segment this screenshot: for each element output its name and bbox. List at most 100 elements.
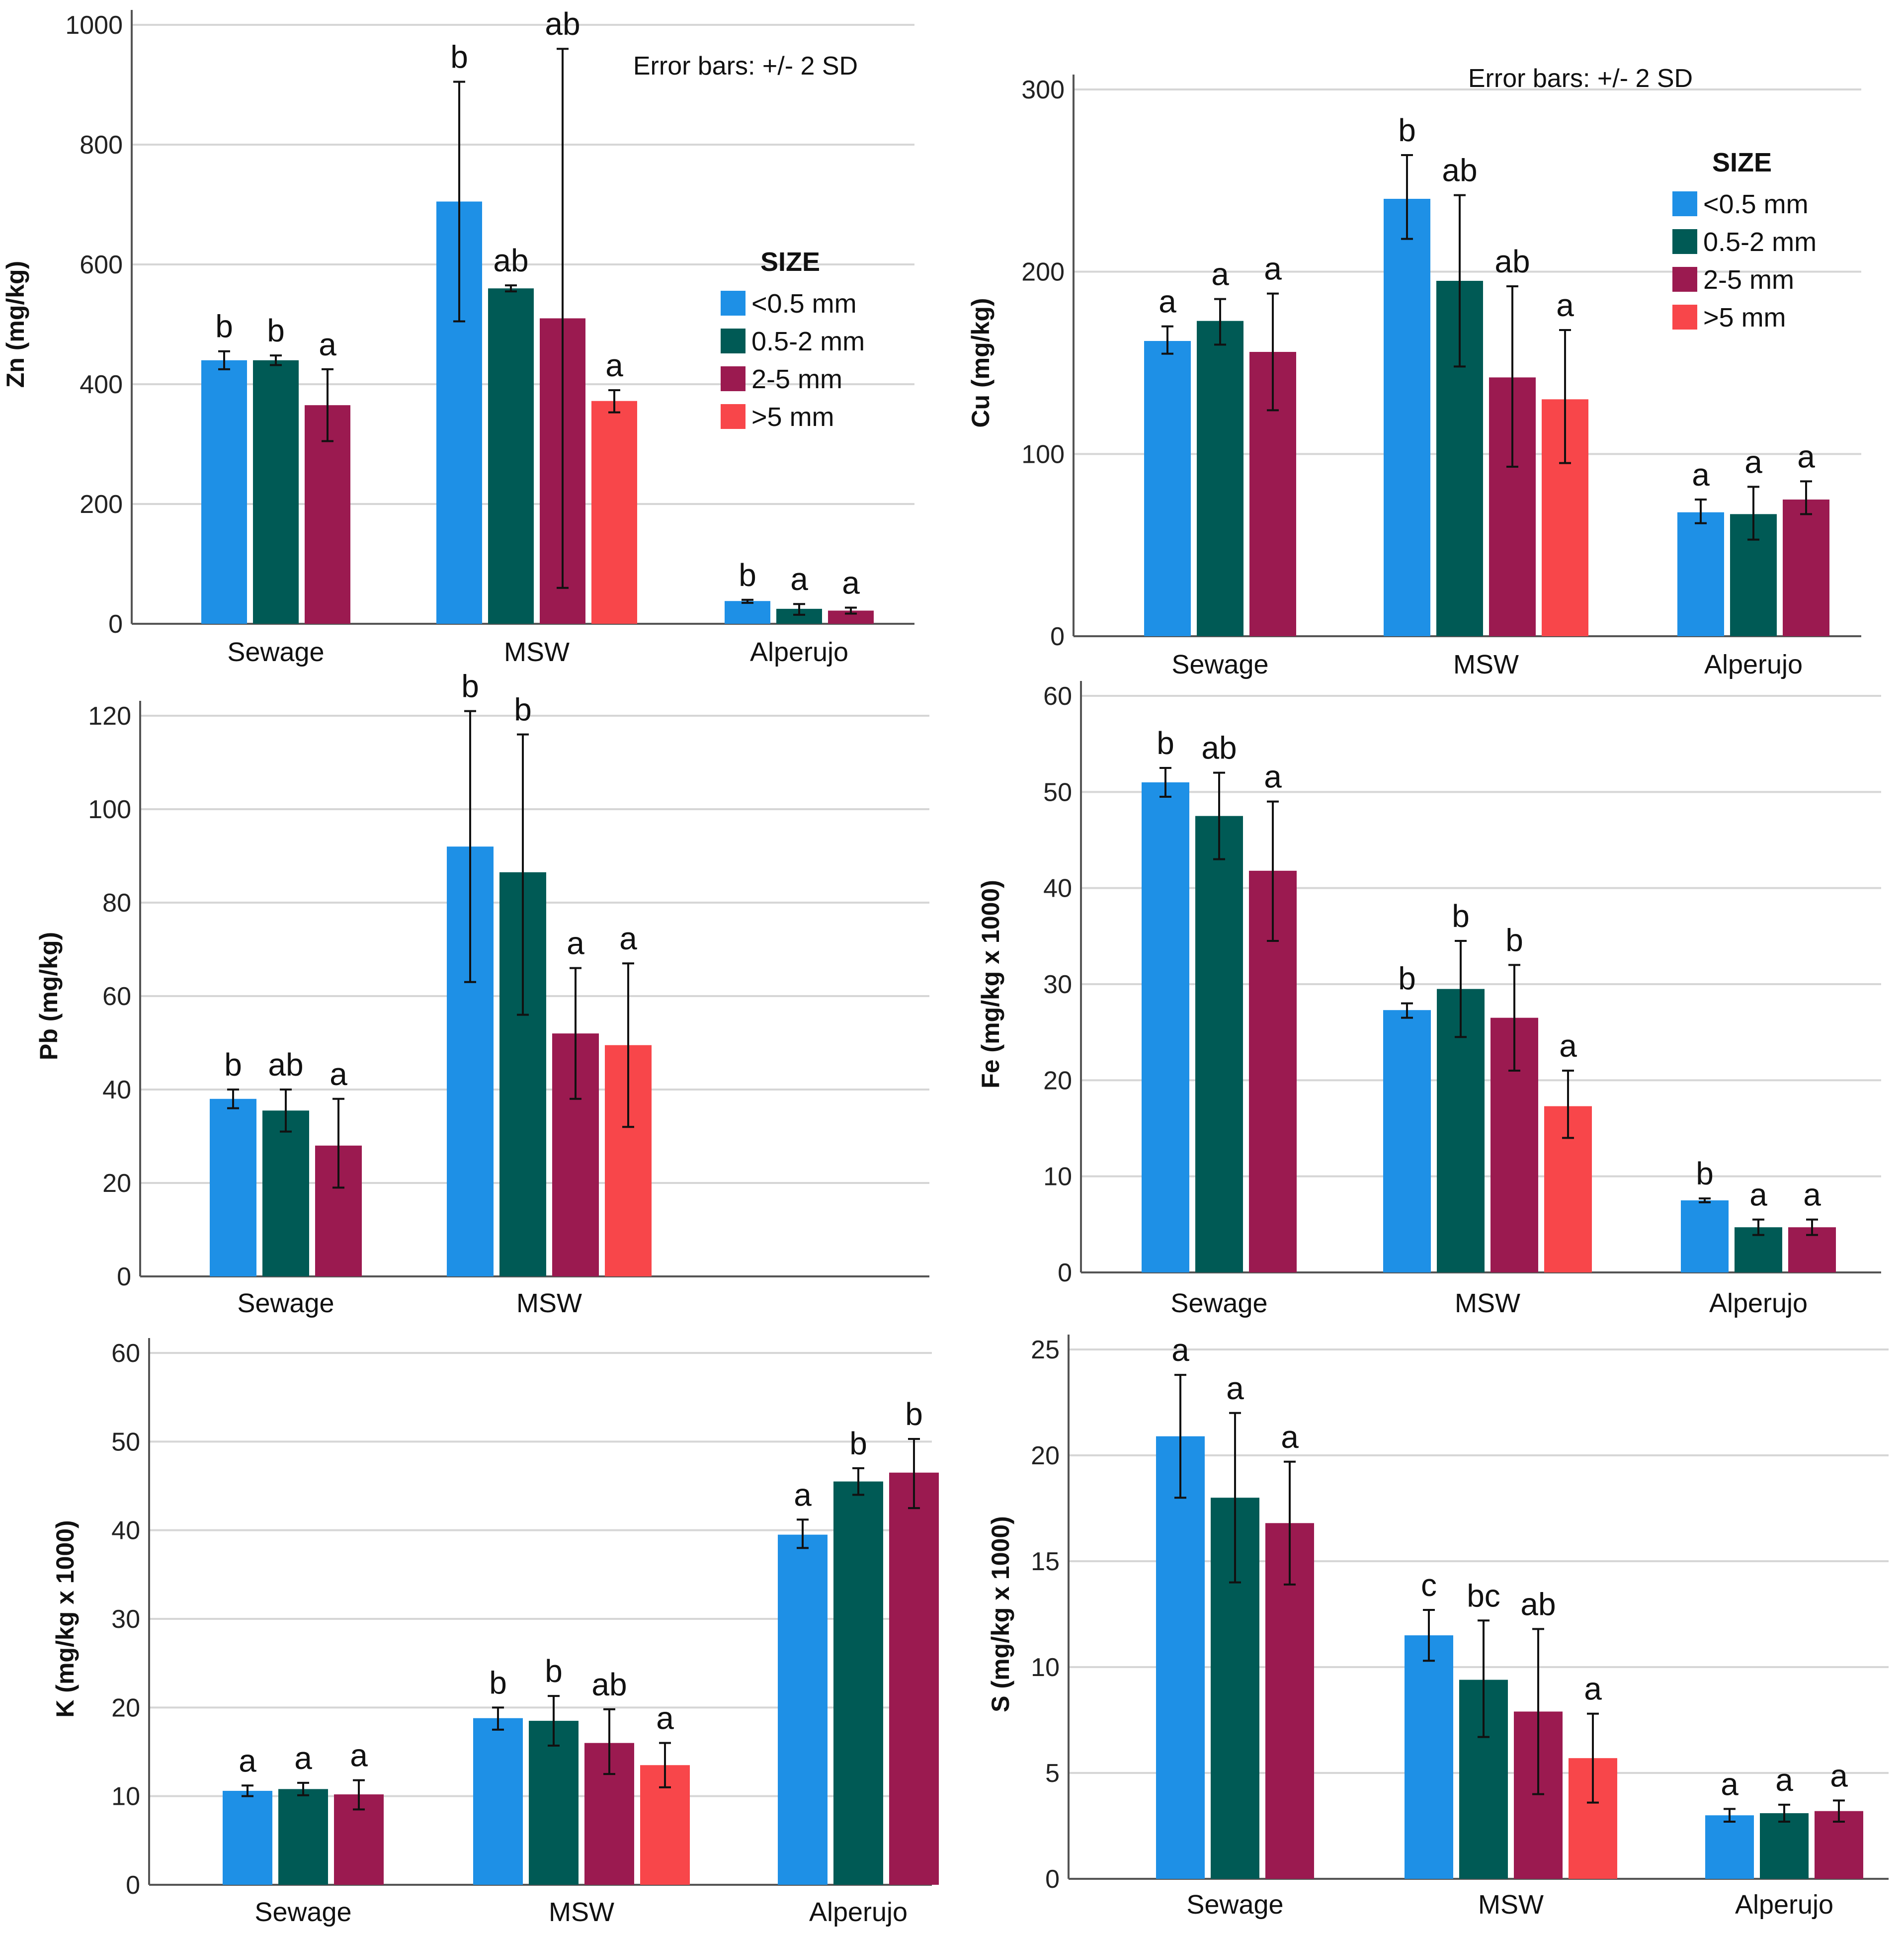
significance-letter: ab	[591, 1667, 627, 1702]
significance-letter: a	[1211, 256, 1229, 292]
bar	[1783, 500, 1829, 636]
significance-letter: b	[1157, 725, 1174, 761]
y-tick-label: 80	[102, 889, 131, 918]
category-label: Sewage	[254, 1897, 351, 1927]
bar	[1197, 321, 1243, 636]
y-tick-label: 20	[1043, 1066, 1072, 1095]
category-label: Sewage	[1170, 1288, 1267, 1318]
significance-letter: b	[1398, 112, 1416, 148]
y-tick-label: 30	[1043, 970, 1072, 999]
legend-swatch	[1672, 229, 1697, 254]
significance-letter: a	[1264, 759, 1282, 795]
error-bars-note: Error bars: +/- 2 SD	[1468, 64, 1693, 93]
category-label: Alperujo	[750, 637, 848, 667]
bar	[210, 1098, 256, 1276]
legend-title: SIZE	[1712, 148, 1772, 177]
y-tick-label: 200	[80, 490, 123, 519]
significance-letter: a	[1721, 1766, 1738, 1802]
y-tick-label: 60	[1043, 682, 1072, 711]
significance-letter: b	[224, 1047, 242, 1083]
significance-letter: b	[461, 669, 479, 704]
y-axis-label: Zn (mg/kg)	[1, 261, 29, 388]
chart-panel-6: 0 5 10 15 20 25 S (mg/kg x 1000) a a a Sewage c bc ab…	[987, 1332, 1889, 1920]
y-tick-label: 800	[80, 131, 123, 160]
y-tick-label: 200	[1021, 258, 1065, 287]
bar	[889, 1472, 939, 1885]
bar	[833, 1481, 883, 1885]
significance-letter: a	[319, 327, 336, 362]
significance-letter: b	[1505, 922, 1523, 958]
bar	[488, 288, 534, 624]
bar	[1195, 816, 1243, 1272]
category-label: Alperujo	[1709, 1288, 1808, 1318]
legend-swatch	[1672, 305, 1697, 330]
bar	[1144, 341, 1191, 636]
category-label: Sewage	[237, 1288, 334, 1318]
bar	[253, 360, 299, 624]
y-tick-label: 0	[1050, 622, 1065, 651]
bar	[529, 1721, 579, 1885]
significance-letter: b	[450, 39, 468, 75]
y-tick-label: 0	[126, 1871, 140, 1900]
y-tick-label: 20	[1031, 1441, 1060, 1470]
legend: SIZE <0.5 mm 0.5-2 mm 2-5 mm >5 mm	[721, 247, 865, 432]
bar	[278, 1789, 328, 1885]
legend-entry: 2-5 mm	[751, 364, 842, 394]
significance-letter: a	[1584, 1671, 1602, 1707]
significance-letter: ab	[1520, 1586, 1556, 1622]
y-axis-label: Cu (mg/kg)	[967, 298, 994, 427]
category-label: MSW	[1455, 1288, 1520, 1318]
category-label: Sewage	[1171, 650, 1268, 679]
significance-letter: a	[1159, 284, 1176, 320]
significance-letter: b	[905, 1396, 923, 1432]
bar	[1142, 782, 1189, 1272]
significance-letter: a	[619, 921, 637, 956]
significance-letter: b	[215, 309, 233, 344]
legend-entry: 0.5-2 mm	[1703, 227, 1817, 257]
y-tick-label: 0	[117, 1262, 131, 1291]
y-tick-label: 40	[1043, 874, 1072, 903]
significance-letter: a	[790, 561, 808, 597]
y-tick-label: 100	[88, 795, 131, 824]
bar	[1705, 1815, 1754, 1879]
significance-letter: b	[1696, 1156, 1714, 1191]
significance-letter: a	[605, 347, 623, 383]
significance-letter: b	[1452, 898, 1470, 934]
y-tick-label: 50	[111, 1428, 140, 1456]
y-axis-label: S (mg/kg x 1000)	[987, 1516, 1014, 1712]
y-tick-label: 0	[1045, 1865, 1060, 1894]
category-label: MSW	[549, 1897, 614, 1927]
error-bars-note: Error bars: +/- 2 SD	[633, 52, 858, 81]
significance-letter: c	[1421, 1567, 1437, 1603]
bar	[473, 1718, 523, 1885]
y-tick-label: 100	[1021, 440, 1065, 469]
category-label: Alperujo	[809, 1897, 908, 1927]
y-tick-label: 40	[111, 1516, 140, 1545]
legend-swatch	[721, 404, 745, 429]
legend-swatch	[721, 366, 745, 391]
y-tick-label: 0	[1058, 1259, 1072, 1287]
significance-letter: a	[1281, 1419, 1299, 1455]
bar	[201, 360, 247, 624]
y-tick-label: 15	[1031, 1547, 1060, 1576]
y-tick-label: 600	[80, 251, 123, 279]
significance-letter: b	[1398, 961, 1416, 997]
significance-letter: a	[1830, 1758, 1848, 1793]
y-tick-label: 300	[1021, 76, 1065, 104]
significance-letter: b	[849, 1426, 867, 1461]
significance-letter: a	[1744, 444, 1762, 480]
significance-letter: b	[267, 313, 285, 348]
significance-letter: ab	[1494, 244, 1530, 279]
chart-panel-5: 0 10 20 30 40 50 60 K (mg/kg x 1000) a a a Sewage b b…	[51, 1338, 939, 1927]
significance-letter: a	[794, 1477, 812, 1513]
significance-letter: a	[656, 1700, 674, 1736]
category-label: Sewage	[227, 637, 324, 667]
significance-letter: a	[1171, 1332, 1189, 1368]
significance-letter: a	[1226, 1370, 1244, 1406]
bar	[1384, 199, 1430, 636]
legend-title: SIZE	[760, 247, 820, 277]
significance-letter: a	[1692, 457, 1710, 493]
